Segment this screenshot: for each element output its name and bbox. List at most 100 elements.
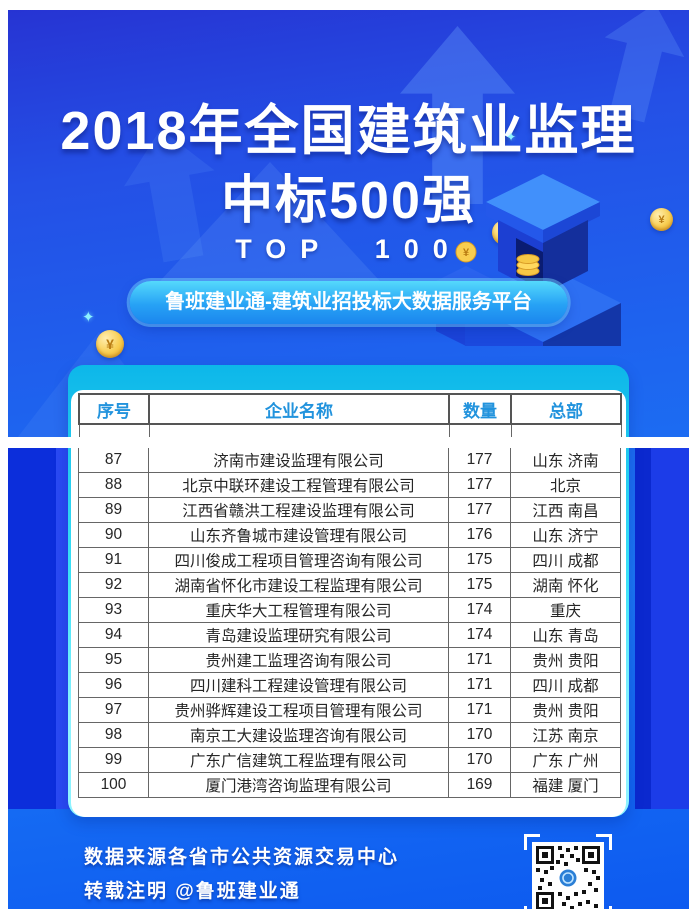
table-row: 97 贵州骅辉建设工程项目管理有限公司 171 贵州 贵阳 — [78, 697, 621, 723]
table-cell: 贵州骅辉建设工程项目管理有限公司 — [148, 697, 449, 723]
table-cell: 贵州建工监理咨询有限公司 — [148, 647, 449, 673]
table-cell: 175 — [448, 547, 511, 573]
repost-credit-note: 转载注明 @鲁班建业通 — [84, 881, 301, 902]
table-cell: 87 — [78, 447, 149, 473]
table-cell: 北京中联环建设工程管理有限公司 — [148, 472, 449, 498]
table-row: 93 重庆华大工程管理有限公司 174 重庆 — [78, 597, 621, 623]
table-cell: 山东齐鲁城市建设管理有限公司 — [148, 522, 449, 548]
table-row: 95 贵州建工监理咨询有限公司 171 贵州 贵阳 — [78, 647, 621, 673]
table-cell: 92 — [78, 572, 149, 598]
table-cell: 福建 厦门 — [510, 772, 621, 798]
table-cell — [510, 424, 622, 438]
table-cell: 97 — [78, 697, 149, 723]
table-cell: 湖南省怀化市建设工程监理有限公司 — [148, 572, 449, 598]
page-title-line2: 中标500强 — [221, 172, 476, 230]
table-cell: 四川建科工程建设管理有限公司 — [148, 672, 449, 698]
qr-frame-corner — [596, 834, 612, 850]
left-blue-strip — [8, 437, 71, 809]
right-blue-strip — [635, 437, 689, 809]
table-row: 89 江西省赣洪工程建设监理有限公司 177 江西 南昌 — [78, 497, 621, 523]
ranking-table-header: 序号 企业名称 数量 总部 — [78, 393, 622, 438]
table-cell — [448, 424, 512, 438]
table-cell: 贵州 贵阳 — [510, 647, 621, 673]
table-cell: 青岛建设监理研究有限公司 — [148, 622, 449, 648]
table-cell: 95 — [78, 647, 149, 673]
table-header-row: 序号 企业名称 数量 总部 — [78, 393, 622, 425]
table-sliver-row — [78, 424, 622, 438]
data-source-note: 数据来源各省市公共资源交易中心 — [84, 847, 400, 868]
table-row: 94 青岛建设监理研究有限公司 174 山东 青岛 — [78, 622, 621, 648]
table-row: 98 南京工大建设监理咨询有限公司 170 江苏 南京 — [78, 722, 621, 748]
table-cell: 贵州 贵阳 — [510, 697, 621, 723]
table-row: 91 四川俊成工程项目管理咨询有限公司 175 四川 成都 — [78, 547, 621, 573]
table-cell: 90 — [78, 522, 149, 548]
table-cell: 湖南 怀化 — [510, 572, 621, 598]
table-cell: 四川俊成工程项目管理咨询有限公司 — [148, 547, 449, 573]
stitch-seam — [8, 437, 689, 448]
column-header: 数量 — [448, 393, 512, 425]
table-cell: 169 — [448, 772, 511, 798]
table-cell: 山东 济南 — [510, 447, 621, 473]
table-cell: 山东 济宁 — [510, 522, 621, 548]
coin-yuan-icon: ¥ — [96, 330, 124, 358]
table-cell: 江西省赣洪工程建设监理有限公司 — [148, 497, 449, 523]
yuan-symbol: ¥ — [658, 213, 665, 226]
table-cell: 177 — [448, 497, 511, 523]
column-header: 总部 — [510, 393, 622, 425]
table-cell — [78, 424, 150, 438]
table-cell: 江苏 南京 — [510, 722, 621, 748]
qr-frame-corner — [524, 906, 540, 909]
sparkle-icon: ✦ — [506, 130, 517, 144]
column-header: 序号 — [78, 393, 150, 425]
table-cell: 99 — [78, 747, 149, 773]
table-cell: 四川 成都 — [510, 672, 621, 698]
table-cell — [148, 424, 450, 438]
column-header: 企业名称 — [148, 393, 450, 425]
table-cell: 四川 成都 — [510, 547, 621, 573]
table-row: 99 广东广信建筑工程监理有限公司 170 广东 广州 — [78, 747, 621, 773]
sparkle-icon: ✦ — [82, 309, 95, 326]
table-row: 87 济南市建设监理有限公司 177 山东 济南 — [78, 447, 621, 473]
qr-frame-corner — [596, 906, 612, 909]
table-cell: 170 — [448, 747, 511, 773]
top100-label: TOP 100 — [235, 234, 462, 264]
qr-code — [524, 834, 612, 909]
table-cell: 177 — [448, 447, 511, 473]
ranking-table-body: 87 济南市建设监理有限公司 177 山东 济南 88 北京中联环建设工程管理有限公司 17… — [78, 447, 621, 798]
table-row: 100 厦门港湾咨询监理有限公司 169 福建 厦门 — [78, 772, 621, 798]
table-cell: 南京工大建设监理咨询有限公司 — [148, 722, 449, 748]
coin-yuan-icon: ¥ — [650, 208, 673, 231]
table-cell: 175 — [448, 572, 511, 598]
qr-pattern — [536, 846, 600, 909]
qr-frame-corner — [524, 834, 540, 850]
table-cell: 北京 — [510, 472, 621, 498]
table-cell: 94 — [78, 622, 149, 648]
table-cell: 100 — [78, 772, 149, 798]
table-cell: 177 — [448, 472, 511, 498]
table-cell: 98 — [78, 722, 149, 748]
table-cell: 重庆华大工程管理有限公司 — [148, 597, 449, 623]
table-cell: 广东 广州 — [510, 747, 621, 773]
table-cell: 江西 南昌 — [510, 497, 621, 523]
platform-badge: 鲁班建业通-建筑业招投标大数据服务平台 — [129, 281, 568, 324]
table-cell: 厦门港湾咨询监理有限公司 — [148, 772, 449, 798]
table-cell: 88 — [78, 472, 149, 498]
table-cell: 171 — [448, 672, 511, 698]
page-title-line1: 2018年全国建筑业监理 — [60, 101, 637, 161]
table-cell: 170 — [448, 722, 511, 748]
table-cell: 171 — [448, 647, 511, 673]
table-cell: 176 — [448, 522, 511, 548]
table-row: 88 北京中联环建设工程管理有限公司 177 北京 — [78, 472, 621, 498]
table-cell: 174 — [448, 597, 511, 623]
table-cell: 重庆 — [510, 597, 621, 623]
table-cell: 广东广信建筑工程监理有限公司 — [148, 747, 449, 773]
svg-text:¥: ¥ — [463, 247, 470, 259]
table-cell: 91 — [78, 547, 149, 573]
table-row: 90 山东齐鲁城市建设管理有限公司 176 山东 济宁 — [78, 522, 621, 548]
table-cell: 171 — [448, 697, 511, 723]
poster-background: 2018年全国建筑业监理 中标500强 TOP 100 鲁班建业通-建筑业招投标… — [8, 10, 689, 909]
table-cell: 山东 青岛 — [510, 622, 621, 648]
table-cell: 96 — [78, 672, 149, 698]
table-row: 92 湖南省怀化市建设工程监理有限公司 175 湖南 怀化 — [78, 572, 621, 598]
